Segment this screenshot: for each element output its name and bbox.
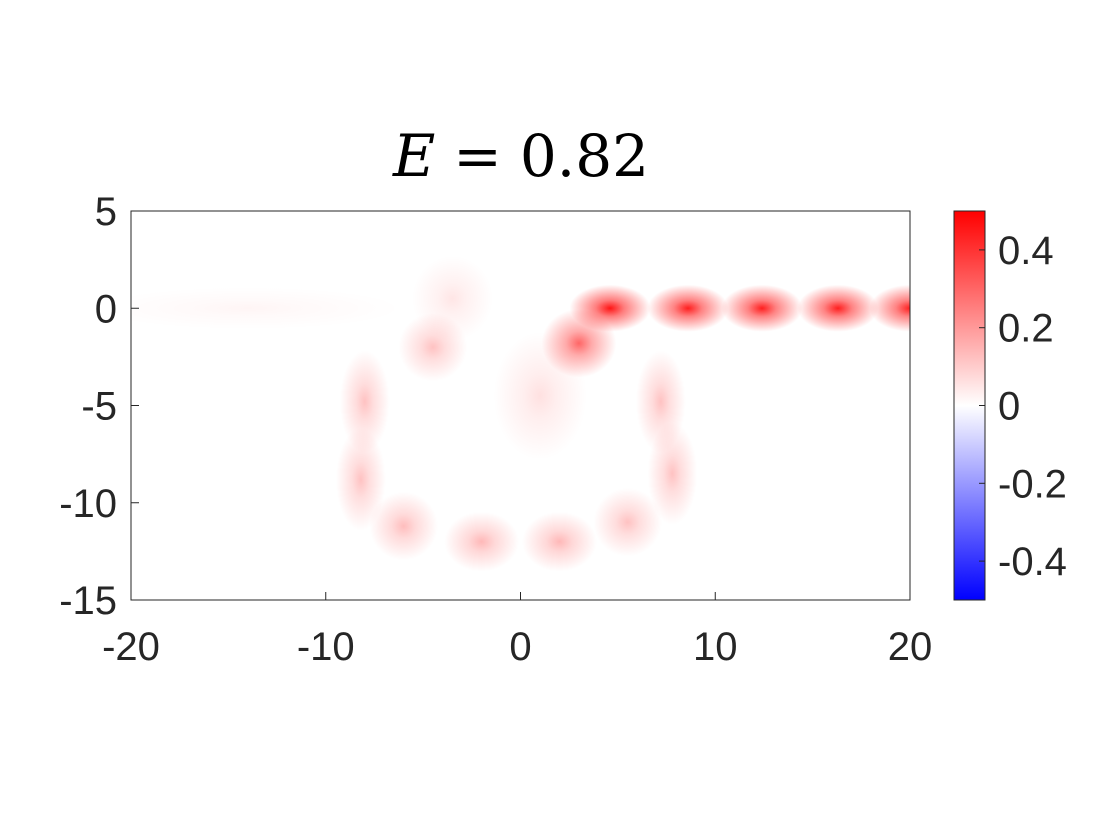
heatmap-blob	[797, 284, 879, 332]
heatmap-blob	[593, 487, 662, 557]
y-tick-label: -10	[59, 482, 117, 526]
x-tick-label: -10	[297, 625, 355, 669]
title-variable: E	[392, 122, 435, 190]
plot-area	[130, 210, 911, 601]
colorbar-ticks: 0.4 0.2 0 -0.2 -0.4	[979, 229, 1067, 584]
heatmap-blob	[522, 511, 597, 572]
heatmap-blob	[339, 350, 390, 453]
colorbar-tick-label: 0.2	[998, 307, 1054, 351]
y-axis-ticks: 5 0 -5 -10 -15	[59, 190, 139, 623]
heatmap-blob	[493, 331, 587, 460]
heatmap-blob	[721, 284, 803, 332]
colorbar-tick-label: -0.4	[998, 540, 1067, 584]
heatmap-blob	[369, 491, 438, 561]
heatmap-blob	[131, 286, 404, 330]
y-tick-label: 5	[95, 190, 117, 234]
colorbar: 0.4 0.2 0 -0.2 -0.4	[953, 210, 1067, 601]
colorbar-tick-label: 0	[998, 385, 1020, 429]
x-tick-label: -20	[102, 625, 160, 669]
heatmap-blob	[635, 350, 686, 453]
heatmap-blob	[444, 511, 519, 572]
x-tick-label: 10	[693, 625, 738, 669]
colorbar-tick-label: 0.4	[998, 229, 1054, 273]
y-tick-label: -5	[81, 385, 117, 429]
chart-title: E = 0.82	[392, 122, 649, 190]
x-axis-ticks: -20 -10 0 10 20	[102, 592, 932, 669]
x-tick-label: 0	[509, 625, 531, 669]
heatmap-blob	[335, 428, 386, 531]
heatmap-field	[131, 255, 910, 572]
y-tick-label: 0	[95, 287, 117, 331]
heatmap-blob	[411, 255, 493, 342]
title-equals: =	[453, 122, 502, 190]
heatmap-blob	[869, 284, 910, 332]
y-tick-label: -15	[59, 579, 117, 623]
colorbar-tick-label: -0.2	[998, 462, 1067, 506]
title-value: 0.82	[520, 122, 649, 190]
heatmap-blob	[647, 284, 729, 332]
x-tick-label: 20	[888, 625, 933, 669]
